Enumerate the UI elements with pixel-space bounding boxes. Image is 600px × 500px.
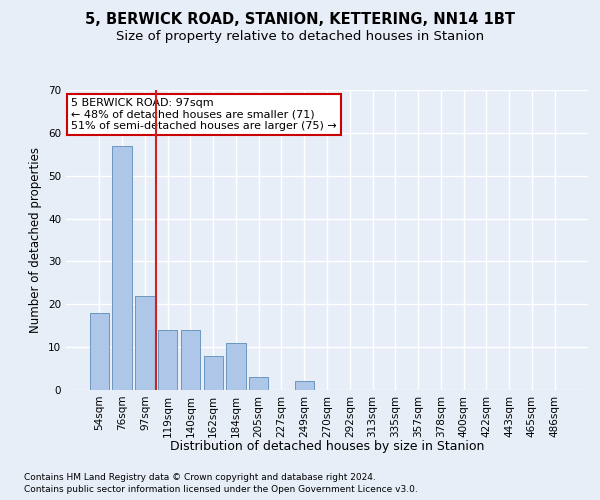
Text: Contains public sector information licensed under the Open Government Licence v3: Contains public sector information licen… bbox=[24, 485, 418, 494]
Text: Contains HM Land Registry data © Crown copyright and database right 2024.: Contains HM Land Registry data © Crown c… bbox=[24, 472, 376, 482]
Bar bbox=[158, 330, 178, 390]
Bar bbox=[112, 146, 132, 390]
Bar bbox=[249, 377, 268, 390]
Text: 5 BERWICK ROAD: 97sqm
← 48% of detached houses are smaller (71)
51% of semi-deta: 5 BERWICK ROAD: 97sqm ← 48% of detached … bbox=[71, 98, 337, 130]
Bar bbox=[135, 296, 155, 390]
Text: Size of property relative to detached houses in Stanion: Size of property relative to detached ho… bbox=[116, 30, 484, 43]
Y-axis label: Number of detached properties: Number of detached properties bbox=[29, 147, 43, 333]
X-axis label: Distribution of detached houses by size in Stanion: Distribution of detached houses by size … bbox=[170, 440, 484, 453]
Bar bbox=[90, 313, 109, 390]
Text: 5, BERWICK ROAD, STANION, KETTERING, NN14 1BT: 5, BERWICK ROAD, STANION, KETTERING, NN1… bbox=[85, 12, 515, 28]
Bar bbox=[295, 382, 314, 390]
Bar bbox=[203, 356, 223, 390]
Bar bbox=[226, 343, 245, 390]
Bar bbox=[181, 330, 200, 390]
